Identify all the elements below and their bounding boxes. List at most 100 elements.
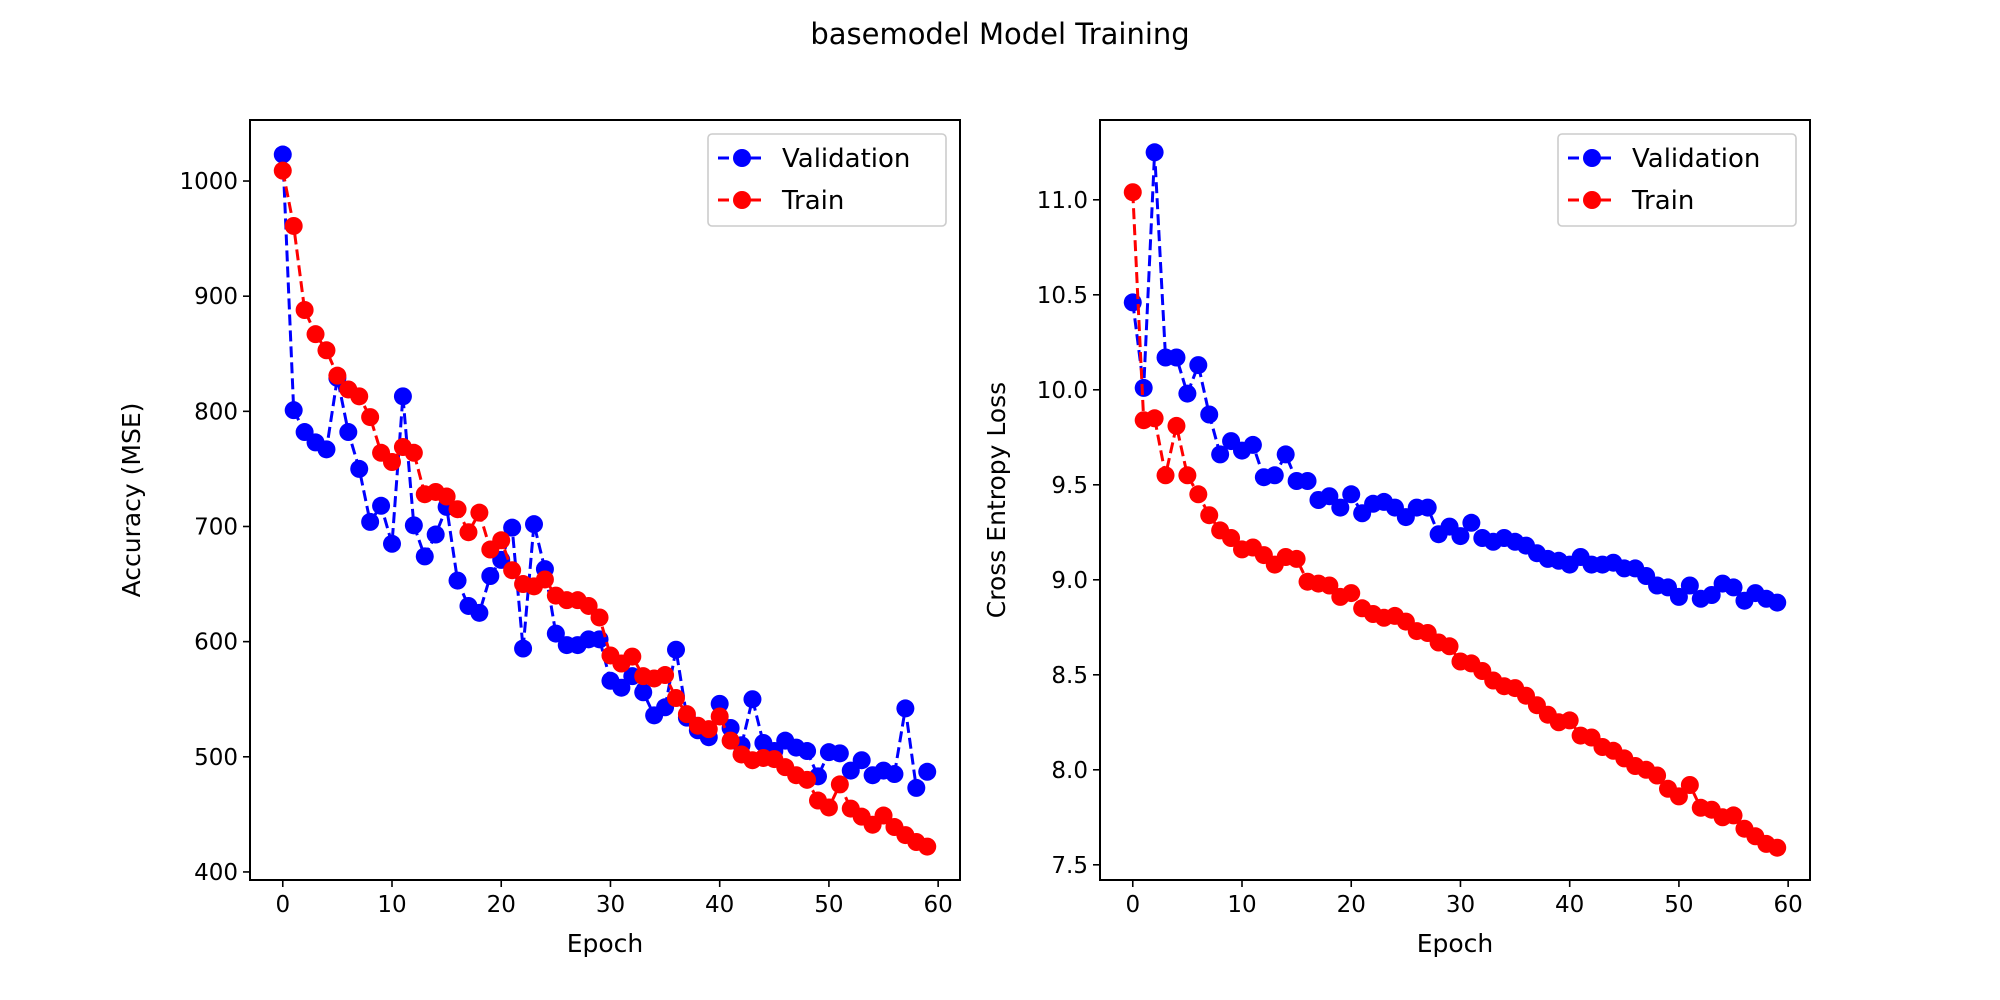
series-validation xyxy=(1123,143,1787,612)
data-point-validation xyxy=(1265,466,1284,485)
y-tick-label: 11.0 xyxy=(1037,188,1088,214)
data-point-train xyxy=(874,806,893,825)
legend-entry-train: Train xyxy=(718,186,844,216)
series-train xyxy=(1123,183,1787,857)
data-point-train xyxy=(623,647,642,666)
legend-frame xyxy=(707,133,947,227)
chart-panel-cross-entropy: 0 10 20 30 40 50 60 7.5 8.0 8.5 9.0 9.5 10.0 10.5 11.0… xyxy=(982,119,1811,958)
data-point-validation xyxy=(885,765,904,784)
data-point-validation xyxy=(383,534,401,553)
data-point-train xyxy=(306,325,325,344)
y-tick-label: 900 xyxy=(194,284,238,310)
series-line-validation xyxy=(281,154,929,792)
y-tick-label: 10.5 xyxy=(1037,283,1088,309)
legend: Validation Train xyxy=(1557,133,1797,227)
data-point-train xyxy=(667,689,685,708)
data-point-validation xyxy=(798,742,817,761)
data-point-validation xyxy=(514,639,533,658)
legend-entry-validation: Validation xyxy=(1568,144,1760,174)
data-point-train xyxy=(1648,766,1667,785)
data-point-validation xyxy=(470,603,489,622)
data-point-train xyxy=(1167,416,1186,435)
data-point-validation xyxy=(667,640,685,659)
data-point-validation xyxy=(1167,348,1186,367)
data-point-train xyxy=(273,161,292,180)
y-tick-label: 700 xyxy=(194,514,238,540)
x-tick-label: 10 xyxy=(377,892,406,918)
series-train xyxy=(273,161,937,856)
data-point-train xyxy=(579,596,598,615)
data-point-train xyxy=(1669,787,1688,806)
data-point-validation xyxy=(1298,472,1317,490)
data-point-train xyxy=(535,570,554,589)
data-point-validation xyxy=(350,459,369,478)
data-point-validation xyxy=(339,423,358,442)
data-point-validation xyxy=(1331,498,1350,517)
y-tick-label: 8.0 xyxy=(1051,758,1088,784)
data-point-train xyxy=(1768,838,1787,857)
data-point-train xyxy=(677,705,696,724)
data-point-validation xyxy=(1768,593,1787,612)
data-point-train xyxy=(1320,576,1339,595)
data-point-train xyxy=(361,408,380,427)
data-point-validation xyxy=(525,515,543,534)
data-point-validation xyxy=(1342,485,1361,504)
data-point-validation xyxy=(372,496,391,515)
legend-label: Validation xyxy=(782,144,910,174)
data-point-train xyxy=(1145,409,1164,428)
data-point-train xyxy=(317,341,336,360)
legend-frame xyxy=(1557,133,1797,227)
series-line-train xyxy=(281,170,928,848)
data-point-train xyxy=(830,775,849,794)
data-point-validation xyxy=(590,630,609,649)
axes-frame xyxy=(1099,119,1811,881)
data-point-train xyxy=(1342,584,1361,603)
data-point-validation xyxy=(1178,384,1197,403)
x-tick-label: 40 xyxy=(705,892,734,918)
y-tick-label: 9.0 xyxy=(1051,568,1088,594)
x-tick-label: 20 xyxy=(1337,892,1366,918)
data-point-validation xyxy=(1462,513,1481,532)
data-point-train xyxy=(1440,637,1459,656)
data-point-validation xyxy=(404,516,423,535)
y-axis-label: Accuracy (MSE) xyxy=(117,403,146,598)
data-point-validation xyxy=(317,440,336,459)
y-tick-label: 400 xyxy=(194,860,238,886)
data-point-validation xyxy=(1211,445,1230,464)
data-point-validation xyxy=(273,145,292,164)
data-point-train xyxy=(1287,549,1306,568)
data-point-train xyxy=(798,770,817,789)
legend-swatch-marker xyxy=(733,149,751,167)
data-point-train xyxy=(918,837,937,856)
y-tick-label: 500 xyxy=(194,745,238,771)
data-point-validation xyxy=(1669,587,1688,606)
data-point-validation xyxy=(1189,356,1208,375)
data-point-train xyxy=(492,531,511,550)
data-point-train xyxy=(437,487,456,506)
data-point-validation xyxy=(1320,487,1339,506)
data-point-validation xyxy=(415,547,434,566)
data-point-validation xyxy=(361,512,380,531)
data-point-train xyxy=(1200,506,1219,525)
data-point-train xyxy=(699,720,718,739)
data-point-validation xyxy=(1418,498,1437,517)
data-point-train xyxy=(656,666,675,685)
data-point-train xyxy=(503,561,522,580)
data-point-validation xyxy=(1702,586,1721,604)
data-point-train xyxy=(819,798,838,817)
x-tick-label: 0 xyxy=(275,892,290,918)
data-point-validation xyxy=(918,762,937,781)
legend-label: Train xyxy=(1631,186,1694,216)
y-tick-label: 9.5 xyxy=(1051,473,1088,499)
data-point-train xyxy=(1560,711,1579,730)
y-tick-label: 600 xyxy=(194,630,238,656)
data-point-train xyxy=(328,366,347,385)
series-validation xyxy=(273,145,937,797)
data-point-train xyxy=(1156,466,1175,485)
data-point-validation xyxy=(546,624,565,643)
data-point-train xyxy=(350,387,369,406)
data-point-validation xyxy=(1451,527,1470,546)
legend-entry-validation: Validation xyxy=(718,144,910,174)
data-point-train xyxy=(1680,776,1699,794)
